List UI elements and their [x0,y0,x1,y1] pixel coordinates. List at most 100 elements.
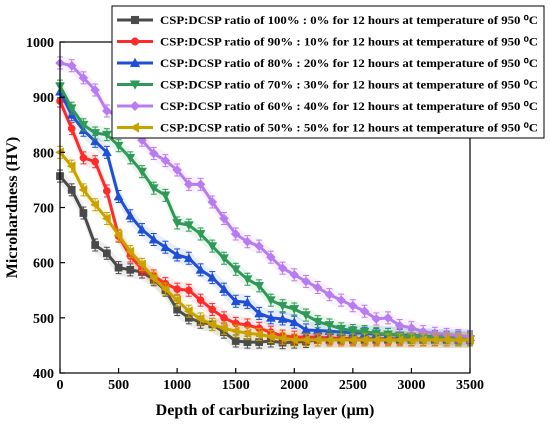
data-point [219,254,229,264]
legend-item: CSP:DCSP ratio of 90% : 10% for 12 hours… [117,35,538,49]
legend-label: CSP:DCSP ratio of 50% : 50% for 12 hours… [160,121,538,135]
data-point [160,191,171,201]
legend-swatch-marker [130,37,140,46]
data-point [394,320,405,331]
data-point [242,297,253,307]
data-point [277,333,287,344]
axes-layer: 0 500 1000 1500 2000 2500 3000 3500 400 500 600 700… [26,36,484,393]
data-point [79,209,88,217]
y-axis-title: Microhardness (HV) [4,137,21,278]
data-point [79,154,88,162]
data-point [336,334,345,345]
data-point [172,295,181,306]
legend: CSP:DCSP ratio of 100% : 0% for 12 hours… [111,5,545,139]
x-tick-label: 1000 [163,378,191,393]
data-point [66,60,77,71]
data-point [207,242,218,252]
data-point [429,334,439,345]
data-point [265,312,276,322]
data-point [312,317,323,327]
data-point [136,259,146,270]
data-point [126,265,135,274]
data-point [183,306,193,317]
data-point [230,265,241,275]
data-point [300,334,310,345]
data-point [441,334,451,345]
x-tick-label: 2500 [339,378,367,393]
data-point [371,334,381,345]
data-point [406,334,416,345]
data-point [383,312,393,323]
data-point [220,313,228,322]
data-point [289,269,300,280]
data-point [347,334,357,345]
data-point [185,286,193,295]
data-point [183,221,194,231]
legend-label: CSP:DCSP ratio of 80% : 20% for 12 hours… [160,56,538,70]
data-point [277,263,288,274]
data-point [113,230,123,241]
x-tick-label: 0 [57,378,64,393]
legend-swatch-marker [130,15,140,25]
data-point [277,313,288,323]
data-point [91,241,99,249]
y-tick-label: 500 [33,312,54,327]
data-point [195,179,206,190]
legend-item: CSP:DCSP ratio of 80% : 20% for 12 hours… [117,56,538,70]
data-point [183,253,194,263]
data-point [114,263,123,272]
data-point [148,148,159,159]
data-point [254,281,265,291]
data-point [301,311,311,321]
data-point [125,154,136,163]
series-layer [54,54,475,351]
legend-swatch-marker [129,122,140,133]
data-point [254,241,264,251]
data-point [207,272,218,282]
data-point [230,326,240,336]
legend-label: CSP:DCSP ratio of 90% : 10% for 12 hours… [160,35,538,49]
data-point [78,184,88,195]
x-axis-title: Depth of carburizing layer (µm) [156,402,375,419]
data-point [78,120,89,130]
data-point [324,334,334,345]
legend-label: CSP:DCSP ratio of 70% : 30% for 12 hours… [160,78,538,92]
legend-item: CSP:DCSP ratio of 70% : 30% for 12 hours… [117,78,538,92]
data-point [148,184,159,194]
data-point [312,334,322,345]
legend-label: CSP:DCSP ratio of 100% : 0% for 12 hours… [160,13,538,27]
data-point [289,305,300,315]
data-point [289,334,299,345]
data-point [230,296,241,306]
data-point [66,161,76,172]
x-tick-label: 2000 [280,378,308,393]
data-point [103,249,111,258]
data-point [160,155,171,166]
y-tick-label: 800 [33,146,54,161]
legend-swatch-marker [129,57,141,68]
legend-item: CSP:DCSP ratio of 60% : 40% for 12 hours… [117,99,538,113]
legend-swatch-marker [129,100,141,112]
data-point [102,106,112,116]
data-point [359,306,370,317]
data-point [254,308,265,318]
data-point [173,285,181,293]
data-point [195,230,206,239]
data-point [125,246,135,257]
data-point [160,284,170,295]
y-tick-label: 900 [33,91,54,106]
data-point [371,314,382,324]
data-point [394,334,404,345]
data-point [148,273,158,284]
data-point [67,185,76,194]
x-tick-label: 3000 [397,378,425,393]
x-tick-label: 3500 [456,378,484,393]
data-point [113,191,124,201]
data-point [90,136,101,146]
data-point [336,295,346,306]
data-point [312,282,323,293]
data-point [113,141,124,151]
legend-item: CSP:DCSP ratio of 50% : 50% for 12 hours… [117,121,538,135]
data-point [418,334,427,345]
data-point [382,334,392,345]
